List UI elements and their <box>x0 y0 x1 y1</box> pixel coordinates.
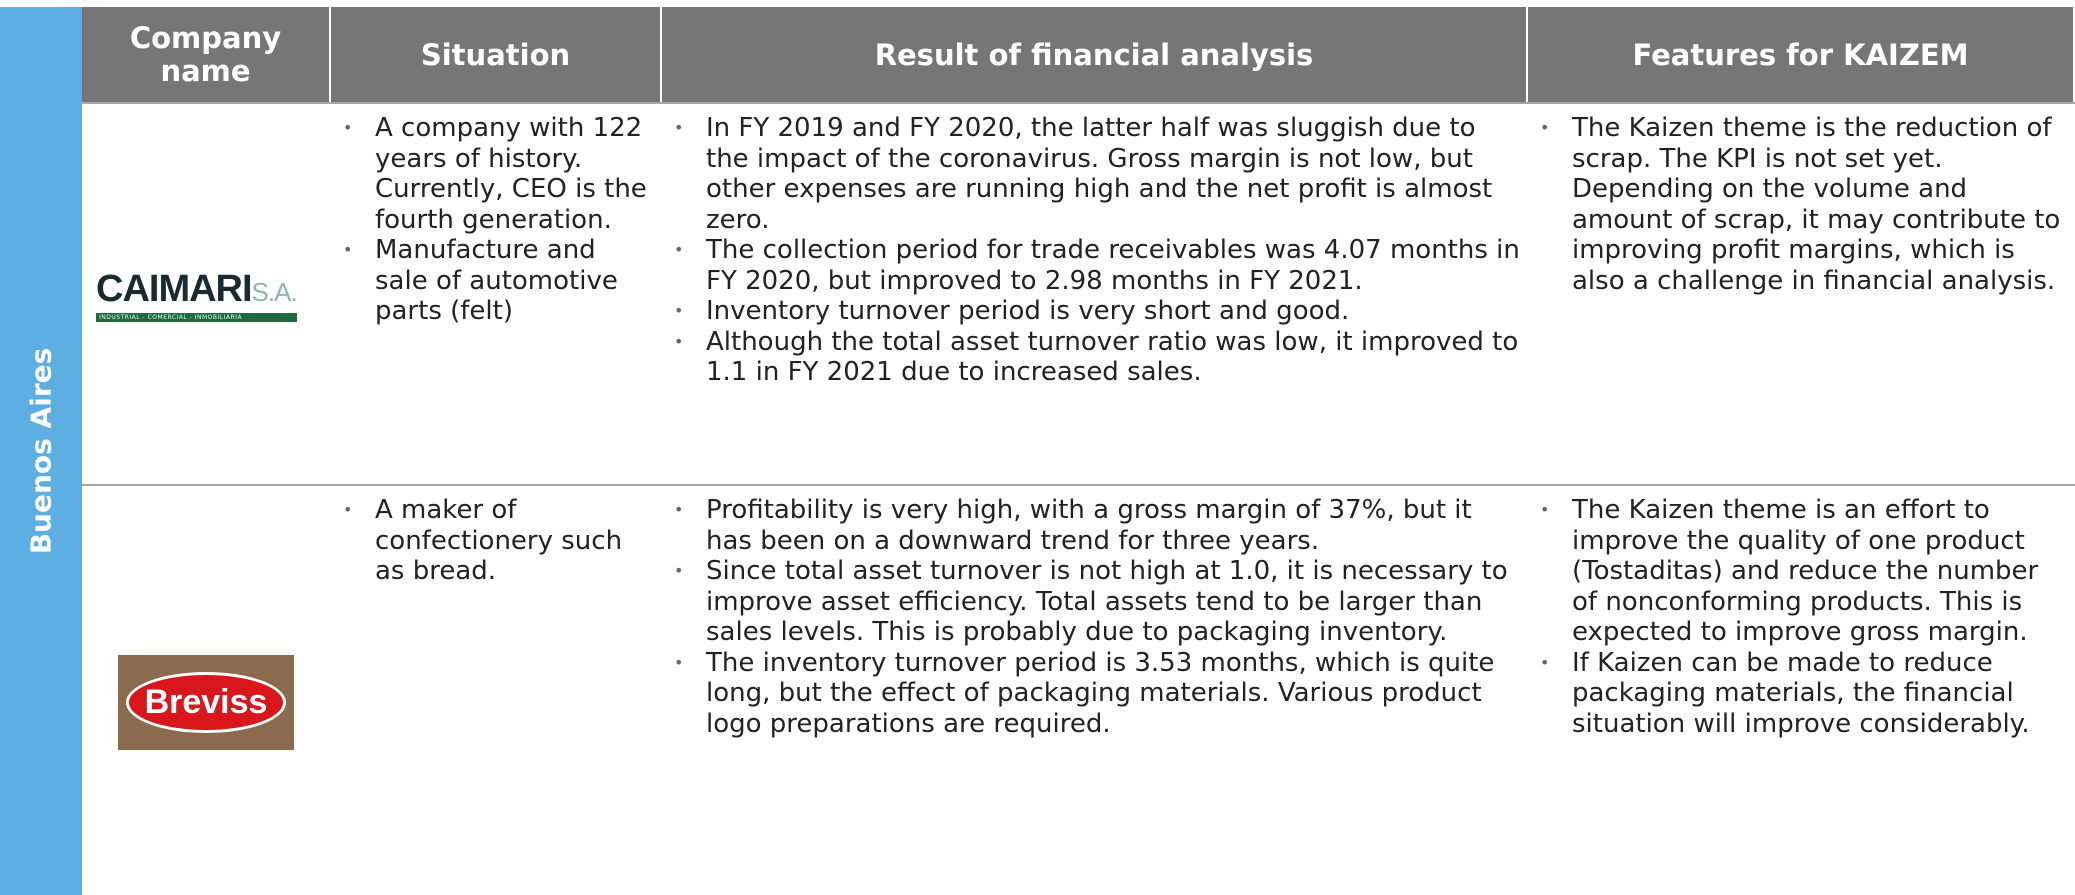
result-cell: In FY 2019 and FY 2020, the latter half … <box>662 103 1520 485</box>
bullet-item: Although the total asset turnover ratio … <box>662 327 1520 388</box>
logo-name: CAIMARIS.A. <box>96 268 298 311</box>
bullet-list: Profitability is very high, with a gross… <box>662 495 1520 739</box>
bullet-list: A company with 122 years of history. Cur… <box>331 113 654 327</box>
logo-main-text: Breviss <box>125 672 287 733</box>
bullet-list: A maker of confectionery such as bread. <box>331 495 654 587</box>
header-cell: Company name <box>82 7 331 103</box>
side-band: Buenos Aires <box>0 7 82 895</box>
bullet-item: A maker of confectionery such as bread. <box>331 495 654 587</box>
features-cell: The Kaizen theme is the reduction of scr… <box>1528 103 2067 485</box>
row-divider <box>82 102 2075 104</box>
bullet-list: The Kaizen theme is the reduction of scr… <box>1528 113 2067 296</box>
bullet-item: A company with 122 years of history. Cur… <box>331 113 654 235</box>
logo-suffix: S.A. <box>251 277 298 307</box>
bullet-list: In FY 2019 and FY 2020, the latter half … <box>662 113 1520 388</box>
bullet-item: Profitability is very high, with a gross… <box>662 495 1520 556</box>
row-divider <box>82 484 2075 486</box>
bullet-item: If Kaizen can be made to reduce packagin… <box>1528 648 2067 740</box>
bullet-item: In FY 2019 and FY 2020, the latter half … <box>662 113 1520 235</box>
company-logo: CAIMARIS.A. INDUSTRIAL - COMERCIAL - INMO… <box>96 268 298 322</box>
company-logo: Breviss <box>118 655 294 750</box>
header-cell: Features for KAIZEM <box>1528 7 2075 103</box>
bullet-item: The inventory turnover period is 3.53 mo… <box>662 648 1520 740</box>
table: Company name Situation Result of financial… <box>82 7 2075 895</box>
logo-main-text: CAIMARI <box>96 268 253 310</box>
result-cell: Profitability is very high, with a gross… <box>662 485 1520 895</box>
situation-cell: A maker of confectionery such as bread. <box>331 485 654 895</box>
bullet-list: The Kaizen theme is an effort to improve… <box>1528 495 2067 739</box>
header-cell: Situation <box>331 7 662 103</box>
bullet-item: The collection period for trade receivab… <box>662 235 1520 296</box>
header-cell: Result of financial analysis <box>662 7 1528 103</box>
bullet-item: Since total asset turnover is not high a… <box>662 556 1520 648</box>
logo-box: Breviss <box>118 655 294 750</box>
logo-tagline: INDUSTRIAL - COMERCIAL - INMOBILIARIA <box>96 313 297 322</box>
bullet-item: Inventory turnover period is very short … <box>662 296 1520 327</box>
side-label: Buenos Aires <box>24 347 58 555</box>
bullet-item: The Kaizen theme is an effort to improve… <box>1528 495 2067 648</box>
bullet-item: The Kaizen theme is the reduction of scr… <box>1528 113 2067 296</box>
situation-cell: A company with 122 years of history. Cur… <box>331 103 654 485</box>
bullet-item: Manufacture and sale of automotive parts… <box>331 235 654 327</box>
features-cell: The Kaizen theme is an effort to improve… <box>1528 485 2067 895</box>
